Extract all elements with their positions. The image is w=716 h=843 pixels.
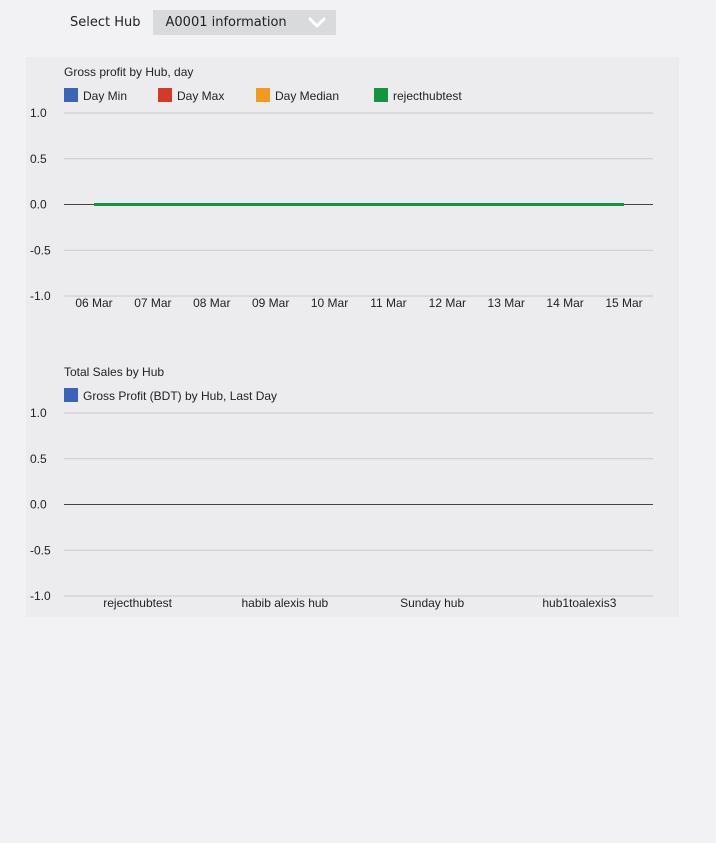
- y-tick-label: -0.5: [30, 243, 51, 257]
- legend-swatch: [374, 88, 388, 102]
- charts-panel: Gross profit by Hub, day Day Min Day Max Da…: [26, 57, 679, 617]
- legend-swatch: [64, 388, 78, 402]
- chevron-down-icon: [308, 17, 326, 27]
- legend-swatch: [158, 88, 172, 102]
- x-tick-label: 09 Mar: [252, 296, 289, 310]
- x-tick-label: 14 Mar: [546, 296, 583, 310]
- x-tick-label: Sunday hub: [400, 596, 464, 610]
- x-tick-label: 13 Mar: [488, 296, 525, 310]
- y-tick-label: 0.5: [30, 152, 47, 166]
- legend-label: Day Min: [83, 89, 127, 103]
- y-tick-label: 1.0: [30, 406, 47, 420]
- total-sales-bar-chart: Total Sales by Hub Gross Profit (BDT) by …: [30, 365, 653, 610]
- y-tick-label: -1.0: [30, 589, 51, 603]
- x-tick-label: 10 Mar: [311, 296, 348, 310]
- x-tick-label: hub1toalexis3: [542, 596, 616, 610]
- y-tick-label: -0.5: [30, 543, 51, 557]
- chart-title: Total Sales by Hub: [64, 365, 164, 379]
- x-tick-label: 12 Mar: [429, 296, 466, 310]
- y-tick-label: 0.5: [30, 452, 47, 466]
- x-tick-label: habib alexis hub: [242, 596, 329, 610]
- chart-title: Gross profit by Hub, day: [64, 65, 193, 79]
- legend-swatch: [256, 88, 270, 102]
- x-tick-label: 11 Mar: [370, 296, 406, 310]
- legend-label: Gross Profit (BDT) by Hub, Last Day: [83, 389, 277, 403]
- gross-profit-line-chart: Gross profit by Hub, day Day Min Day Max Da…: [30, 65, 653, 310]
- y-tick-label: 0.0: [30, 498, 47, 512]
- hub-dropdown-value: A0001 information: [165, 15, 287, 30]
- x-tick-label: 15 Mar: [605, 296, 642, 310]
- hub-selector: Select Hub A0001 information: [70, 10, 336, 35]
- y-tick-label: -1.0: [30, 289, 51, 303]
- hub-dropdown[interactable]: A0001 information: [152, 10, 336, 35]
- legend-label: rejecthubtest: [393, 89, 462, 103]
- legend-label: Day Max: [177, 89, 224, 103]
- x-tick-label: 07 Mar: [134, 296, 171, 310]
- x-tick-label: 06 Mar: [75, 296, 112, 310]
- x-tick-label: 08 Mar: [193, 296, 230, 310]
- hub-select-label: Select Hub: [70, 15, 141, 30]
- y-tick-label: 1.0: [30, 106, 47, 120]
- y-tick-label: 0.0: [30, 198, 47, 212]
- x-tick-label: rejecthubtest: [103, 596, 172, 610]
- legend-swatch: [64, 88, 78, 102]
- legend-label: Day Median: [275, 89, 339, 103]
